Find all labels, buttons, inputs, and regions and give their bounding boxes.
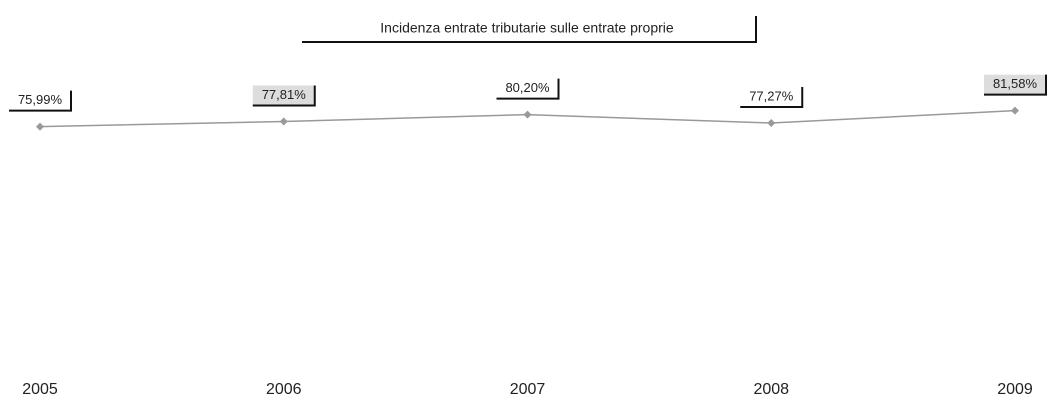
x-tick-label: 2005 <box>22 381 58 398</box>
title-box <box>302 16 756 42</box>
x-tick-label: 2008 <box>753 381 789 398</box>
title-shadow <box>302 16 757 43</box>
marker <box>1011 106 1019 115</box>
x-tick-label: 2006 <box>266 381 302 398</box>
label-box <box>740 87 803 108</box>
label-box <box>9 90 71 111</box>
marker <box>36 122 44 131</box>
label-shadow <box>252 85 316 107</box>
data-label: 75,99% <box>18 92 63 107</box>
chart-title: Incidenza entrate tributarie sulle entra… <box>380 20 674 36</box>
marker <box>523 110 532 119</box>
marker <box>767 119 776 128</box>
data-label: 77,27% <box>749 88 794 103</box>
marker <box>279 117 288 126</box>
label-box <box>496 78 559 99</box>
data-label: 80,20% <box>505 80 550 95</box>
data-label: 77,81% <box>262 87 307 102</box>
x-tick-label: 2009 <box>997 381 1033 398</box>
label-box <box>252 85 315 106</box>
label-shadow <box>984 74 1047 96</box>
label-shadow <box>496 78 560 100</box>
label-shadow <box>740 87 804 109</box>
label-box <box>984 74 1046 95</box>
x-tick-label: 2007 <box>510 381 546 398</box>
data-label: 81,58% <box>993 76 1038 91</box>
label-shadow <box>9 90 72 112</box>
